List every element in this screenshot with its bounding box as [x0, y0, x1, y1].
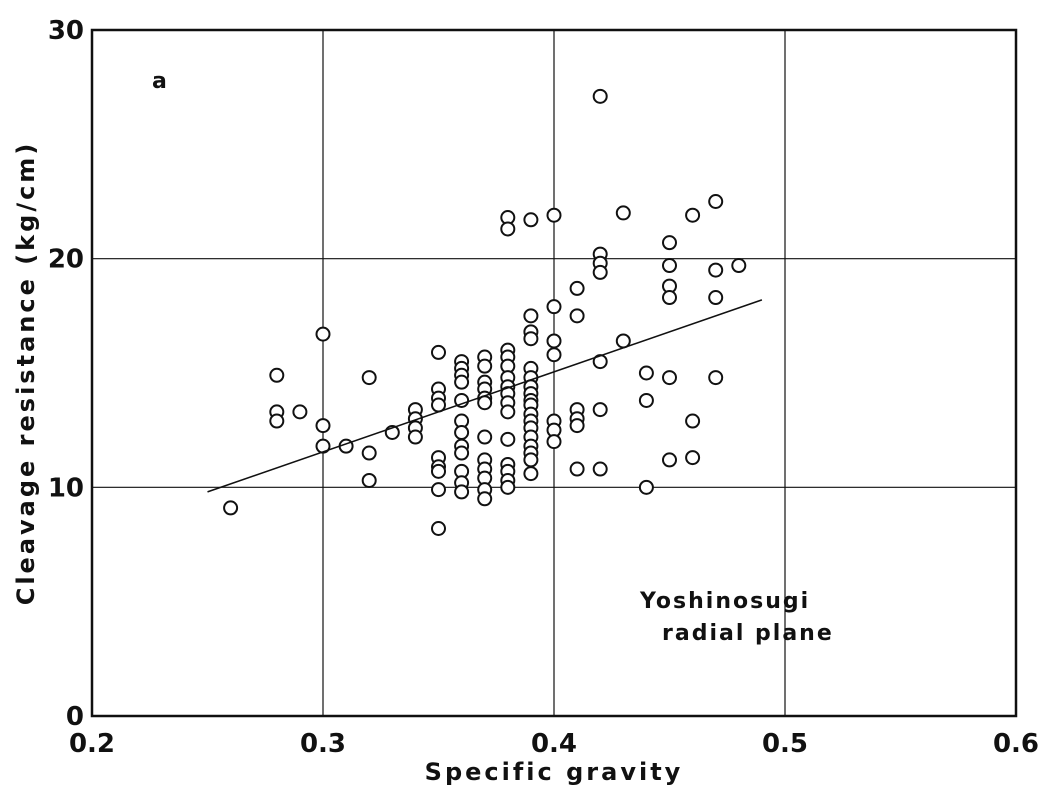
data-point	[454, 445, 470, 461]
data-point	[431, 520, 446, 536]
data-point	[662, 370, 677, 386]
data-point	[546, 347, 562, 363]
data-point	[685, 450, 701, 466]
y-tick-label: 30	[48, 16, 84, 46]
data-point	[662, 452, 677, 468]
data-point	[569, 280, 585, 296]
data-point	[592, 461, 608, 477]
data-point	[569, 461, 585, 477]
y-tick-label: 20	[48, 245, 84, 275]
data-point	[523, 212, 539, 228]
y-tick-label: 0	[66, 702, 84, 732]
data-point	[662, 258, 677, 274]
data-point	[523, 452, 539, 468]
data-point	[523, 466, 539, 482]
data-point	[638, 392, 654, 408]
data-point	[523, 331, 539, 347]
x-tick-label: 0.2	[69, 729, 115, 759]
data-point	[708, 290, 724, 306]
data-point	[592, 88, 608, 104]
data-point	[292, 404, 308, 420]
data-point	[638, 365, 654, 381]
data-point	[592, 402, 608, 418]
data-point	[500, 404, 516, 420]
y-tick-label: 10	[48, 473, 84, 503]
data-point	[315, 418, 331, 434]
data-point	[500, 431, 516, 447]
data-point	[638, 479, 654, 495]
y-axis-label: Cleavage resistance (kg/cm)	[12, 141, 40, 606]
data-point	[615, 205, 631, 221]
data-point	[477, 358, 493, 374]
data-point	[431, 344, 446, 360]
data-point	[454, 374, 470, 390]
data-point	[361, 370, 377, 386]
data-point	[708, 194, 724, 209]
data-point	[546, 299, 562, 315]
x-tick-label: 0.3	[300, 729, 346, 759]
data-point	[477, 491, 493, 507]
data-point	[731, 258, 747, 274]
data-point	[431, 463, 446, 479]
data-point	[223, 500, 239, 516]
data-point	[662, 235, 677, 251]
annotation: Yoshinosugi	[639, 589, 810, 614]
data-point	[269, 413, 285, 429]
data-point	[454, 484, 470, 500]
data-point	[708, 370, 724, 386]
data-point	[500, 479, 516, 495]
data-point	[431, 482, 446, 498]
data-point	[361, 472, 377, 488]
data-point	[546, 333, 562, 349]
data-point	[500, 221, 516, 237]
data-point	[407, 429, 423, 445]
data-point	[454, 392, 470, 408]
data-point	[685, 207, 701, 223]
annotation: radial plane	[662, 621, 834, 646]
x-tick-label: 0.6	[993, 729, 1039, 759]
data-point	[454, 424, 470, 440]
panel-label: a	[152, 69, 169, 94]
data-point	[546, 207, 562, 223]
x-tick-label: 0.4	[531, 729, 577, 759]
data-point	[477, 429, 493, 445]
x-axis-label: Specific gravity	[425, 758, 684, 786]
x-tick-label: 0.5	[762, 729, 808, 759]
data-point	[315, 326, 331, 342]
data-point	[592, 264, 608, 280]
trend-line	[207, 299, 763, 493]
data-point	[662, 290, 677, 306]
data-point	[569, 308, 585, 324]
data-point	[361, 445, 377, 461]
data-point	[569, 418, 585, 434]
data-point	[546, 434, 562, 450]
data-point	[269, 367, 285, 383]
data-point	[685, 413, 701, 429]
data-point	[708, 262, 724, 278]
data-point	[523, 308, 539, 324]
